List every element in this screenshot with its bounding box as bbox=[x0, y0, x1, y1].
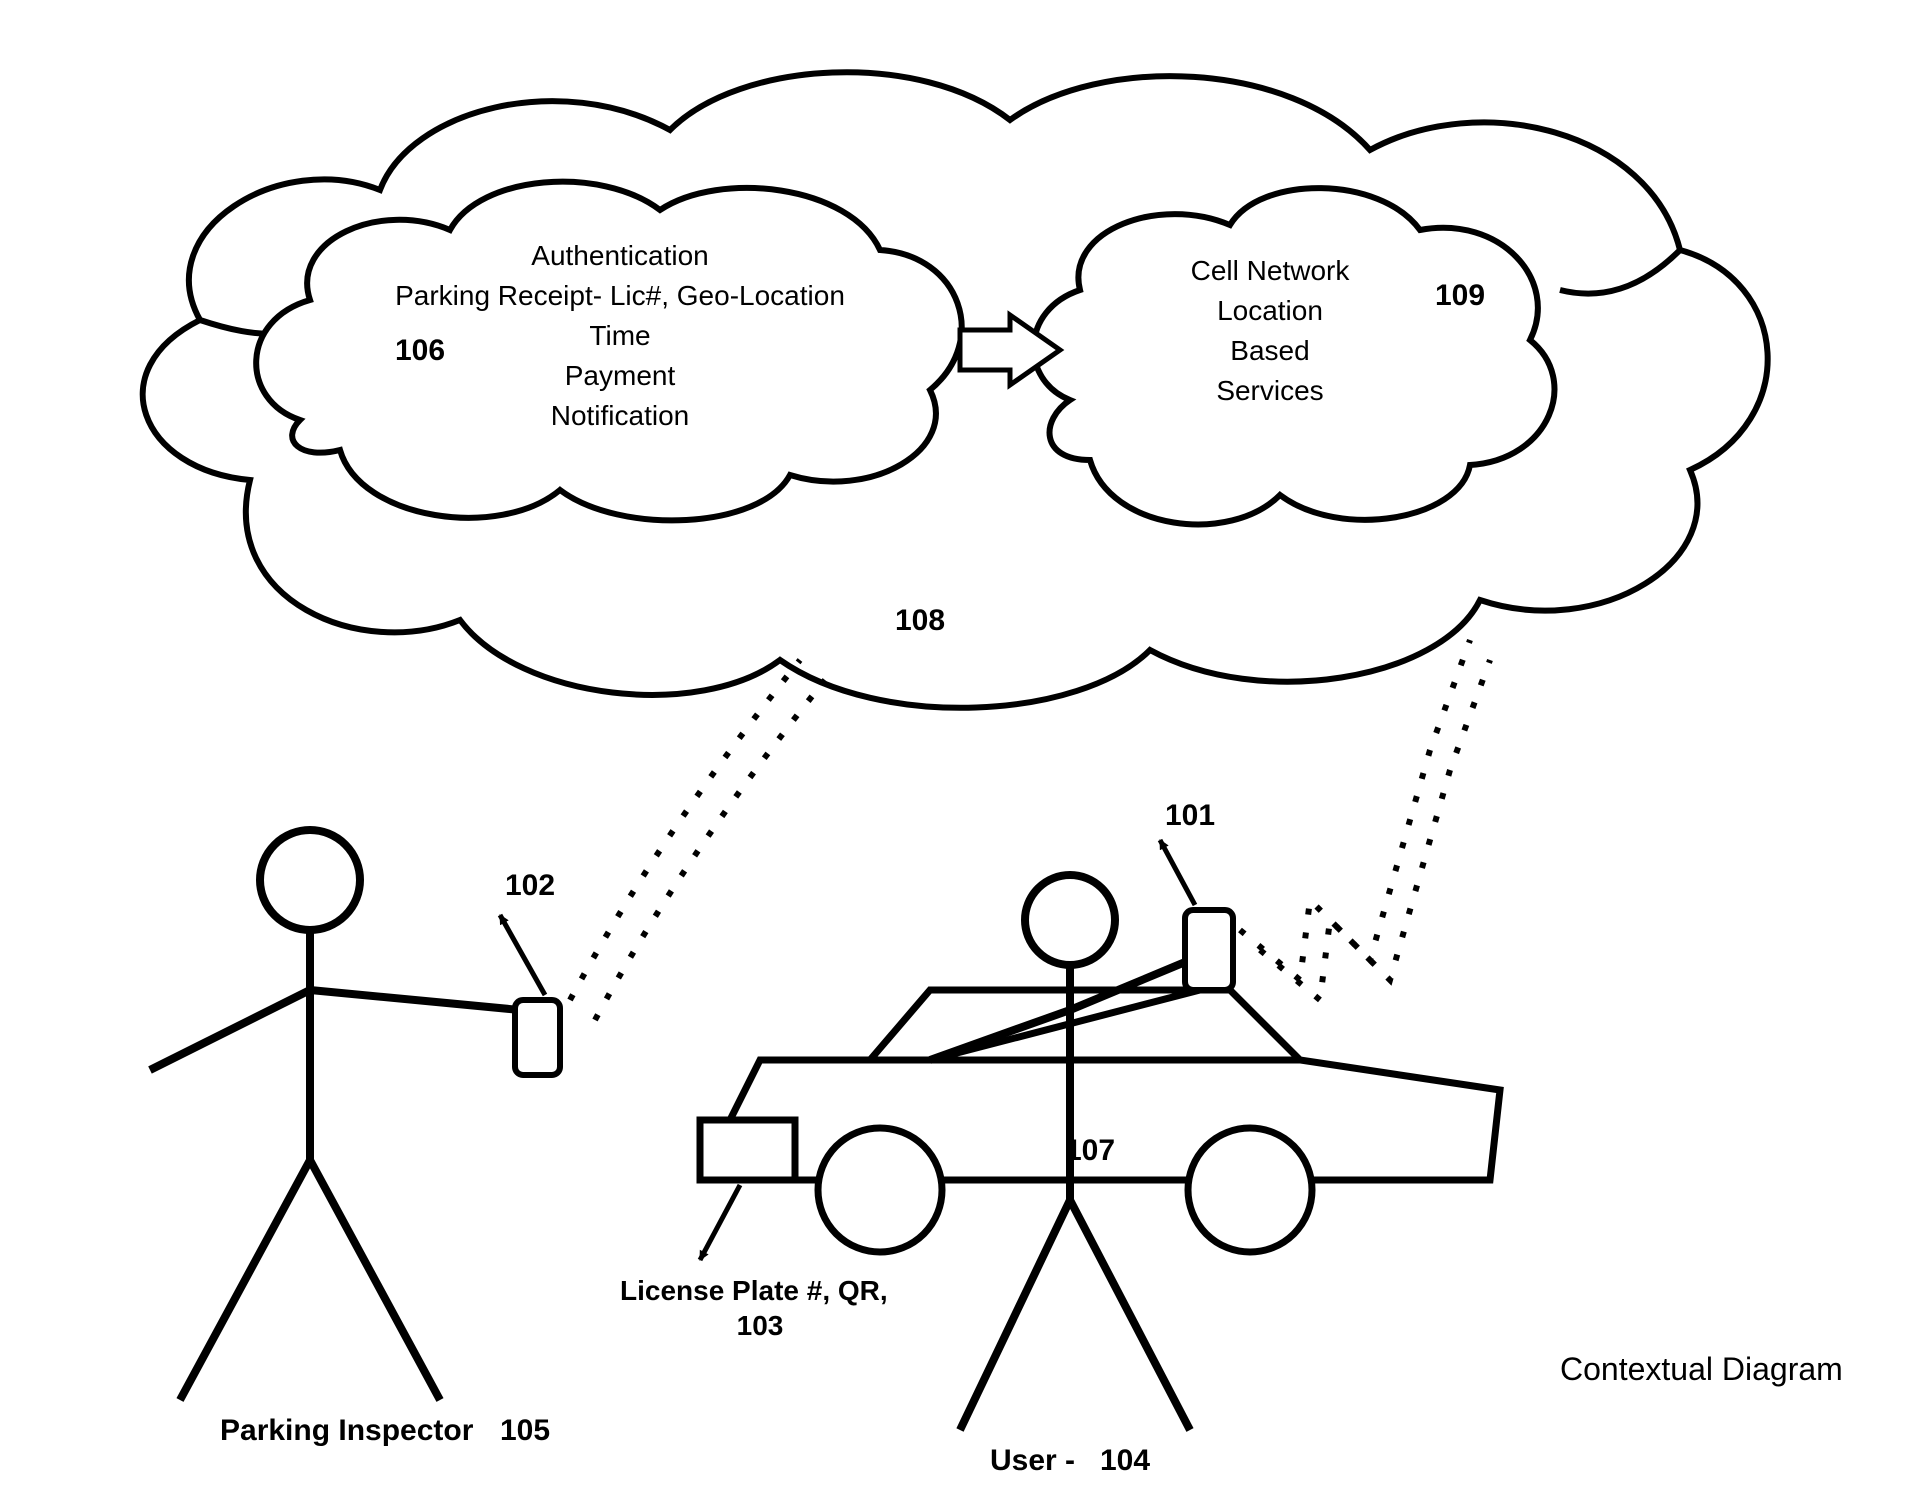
license-plate-arrow bbox=[700, 1185, 740, 1260]
user-figure bbox=[930, 875, 1190, 1430]
inspector-dotted-link bbox=[570, 660, 825, 1020]
user-ref: 104 bbox=[1100, 1444, 1150, 1477]
cloud-left-line2: Parking Receipt- Lic#, Geo-Location bbox=[395, 280, 845, 311]
user-phone-arrow bbox=[1160, 840, 1195, 905]
cloud-right-line1: Cell Network bbox=[1191, 255, 1351, 286]
cloud-left-line3: Time bbox=[589, 320, 650, 351]
inspector-label: Parking Inspector bbox=[220, 1414, 474, 1447]
cloud-left bbox=[256, 182, 961, 521]
user-label: User - bbox=[990, 1444, 1075, 1477]
license-plate-ref: 103 bbox=[737, 1310, 784, 1341]
parking-inspector-figure bbox=[150, 830, 520, 1400]
cloud-left-ref: 106 bbox=[395, 334, 445, 367]
inspector-phone-ref: 102 bbox=[505, 869, 555, 902]
car bbox=[700, 990, 1500, 1252]
inspector-phone-arrow bbox=[500, 915, 545, 995]
inspector-phone bbox=[515, 1000, 560, 1075]
big-cloud-ref: 108 bbox=[895, 604, 945, 637]
user-phone bbox=[1185, 910, 1233, 990]
contextual-diagram: 108 Authentication Parking Receipt- Lic#… bbox=[0, 0, 1931, 1508]
user-dotted-link bbox=[1240, 640, 1490, 1000]
license-plate-label: License Plate #, QR, bbox=[620, 1275, 888, 1306]
cloud-right-line2: Location bbox=[1217, 295, 1323, 326]
cloud-left-line1: Authentication bbox=[531, 240, 708, 271]
diagram-title: Contextual Diagram bbox=[1560, 1351, 1843, 1387]
cloud-right-line4: Services bbox=[1216, 375, 1323, 406]
cloud-right-ref: 109 bbox=[1435, 279, 1485, 312]
cloud-left-line5: Notification bbox=[551, 400, 690, 431]
inspector-ref: 105 bbox=[500, 1414, 550, 1447]
user-phone-ref: 101 bbox=[1165, 799, 1215, 832]
cloud-right-line3: Based bbox=[1230, 335, 1309, 366]
cloud-left-line4: Payment bbox=[565, 360, 676, 391]
